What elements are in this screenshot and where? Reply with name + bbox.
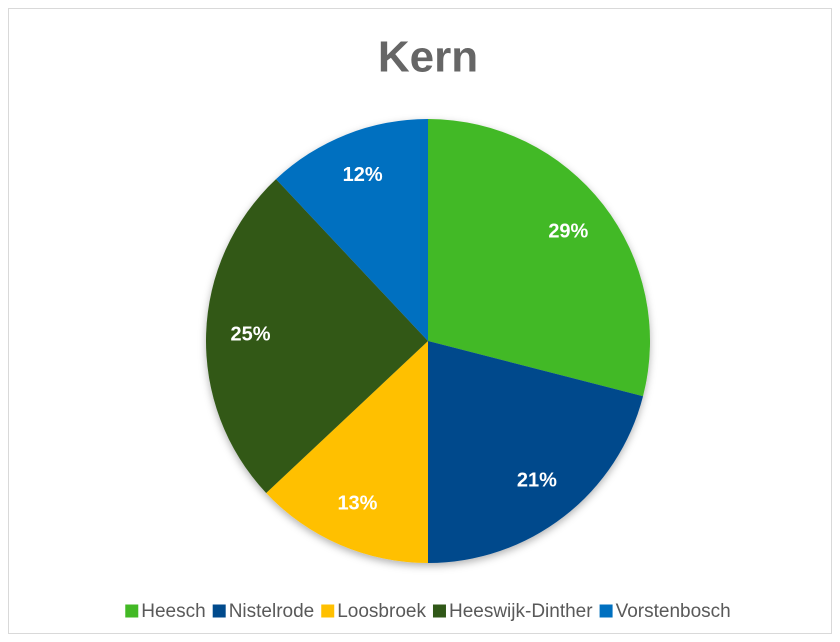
legend-label: Vorstenbosch [616, 601, 731, 622]
pie [206, 119, 650, 563]
pie-slice [428, 341, 644, 563]
legend-label: Loosbroek [337, 601, 426, 622]
legend-label: Heesch [141, 601, 205, 622]
legend-swatch [125, 604, 139, 618]
legend-swatch [212, 604, 226, 618]
data-label: 12% [343, 164, 383, 186]
data-label: 13% [337, 492, 377, 514]
pie-slice [276, 119, 428, 341]
legend-swatch [321, 604, 335, 618]
legend-swatch [432, 604, 446, 618]
pie-slice [206, 179, 428, 493]
legend: Heesch Nistelrode Loosbroek Heeswijk-Dinthe… [125, 601, 731, 622]
data-label: 21% [517, 470, 557, 492]
pie-slice [266, 341, 428, 563]
data-label: 29% [548, 220, 588, 242]
legend-label: Nistelrode [229, 601, 315, 622]
chart-title: Kern [378, 33, 478, 82]
data-label: 25% [230, 324, 270, 346]
legend-label: Heeswijk-Dinther [449, 601, 593, 622]
legend-swatch [599, 604, 613, 618]
pie-slice [428, 119, 650, 397]
